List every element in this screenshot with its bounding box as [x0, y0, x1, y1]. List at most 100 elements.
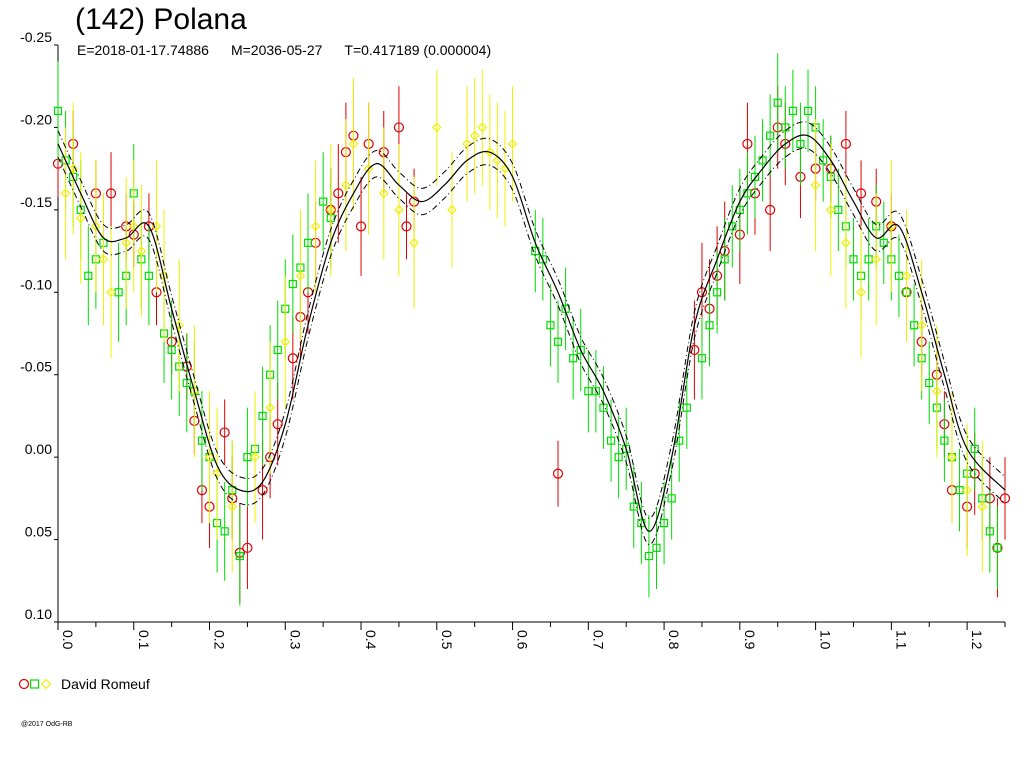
chart-title: (142) Polana: [75, 3, 247, 36]
period-label: T=0.417189 (0.000004): [344, 42, 492, 58]
model-curve: [57, 134, 1006, 532]
data-point-circle: [552, 468, 564, 479]
data-point-diamond: [68, 163, 79, 174]
data-point-circle: [105, 188, 117, 199]
legend-label: David Romeuf: [61, 676, 150, 692]
data-point-diamond: [431, 122, 442, 133]
data-point-square: [629, 502, 638, 511]
data-point-square: [235, 551, 244, 561]
data-point-diamond: [871, 254, 882, 265]
data-point-square: [985, 527, 994, 536]
data-point-square: [644, 551, 654, 561]
data-point-square: [197, 436, 207, 445]
data-point-square: [750, 172, 760, 181]
data-point-square: [319, 197, 328, 206]
data-point-diamond: [204, 452, 215, 462]
y-tick-label: -0.20: [20, 111, 52, 127]
data-point-diamond: [825, 205, 836, 215]
data-point-square: [675, 436, 684, 445]
data-point-square: [591, 387, 600, 396]
data-point-square: [940, 436, 949, 445]
data-point-square: [167, 345, 176, 355]
data-point-diamond: [962, 485, 972, 495]
data-point-diamond: [341, 180, 351, 190]
data-point-circle: [765, 204, 776, 215]
copyright-notice: @2017 OdG-RB: [21, 721, 73, 728]
data-point-square: [773, 98, 782, 107]
data-point-square: [970, 444, 979, 453]
mid-date-label: M=2036-05-27: [230, 42, 323, 58]
data-point-diamond: [931, 386, 942, 397]
x-tick-label: 0.8: [666, 630, 682, 650]
data-point-circle: [219, 427, 230, 438]
data-point-circle: [696, 287, 708, 298]
data-point-diamond: [378, 188, 389, 199]
data-point-diamond: [325, 205, 336, 215]
data-point-square: [546, 321, 555, 330]
data-point-diamond: [60, 188, 71, 199]
y-tick-label: -0.10: [20, 276, 52, 292]
data-point-square: [667, 494, 676, 503]
data-point-diamond: [507, 139, 518, 149]
data-point-circle: [393, 122, 405, 133]
x-tick-label: 0.6: [515, 630, 531, 650]
data-point-diamond: [128, 221, 139, 232]
x-tick-label: 1.0: [818, 630, 834, 650]
data-point-diamond: [447, 205, 457, 215]
data-point-diamond: [348, 139, 359, 149]
legend: David Romeuf: [17, 675, 150, 693]
data-point-square: [288, 279, 297, 289]
data-point-square: [819, 156, 828, 165]
data-point-circle: [401, 221, 412, 232]
data-point-square: [53, 106, 63, 116]
data-point-circle: [742, 138, 753, 150]
data-point-diamond: [469, 130, 480, 141]
data-point-square: [796, 139, 805, 149]
data-point-square: [258, 411, 267, 421]
x-tick-label: 0.1: [136, 630, 152, 650]
y-tick-label: 0.10: [25, 606, 52, 622]
data-point-circle: [272, 419, 283, 430]
data-point-diamond: [91, 221, 101, 232]
x-tick-label: 0.3: [287, 630, 303, 650]
epoch-label: E=2018-01-17.74886: [77, 42, 209, 58]
ephemeris-line: E=2018-01-17.74886 M=2036-05-27 T=0.417189…: [77, 42, 513, 58]
data-point-square: [879, 238, 888, 247]
data-point-square: [553, 337, 563, 346]
data-point-square: [538, 255, 547, 264]
data-point-square: [144, 271, 154, 280]
data-point-circle: [355, 221, 367, 232]
x-tick-label: 0.4: [363, 630, 379, 650]
data-point-circle: [333, 188, 344, 199]
y-tick-label: -0.25: [20, 29, 52, 45]
x-tick-label: 0.7: [590, 630, 606, 650]
data-point-diamond: [121, 237, 132, 248]
legend-markers-icon: [18, 678, 52, 690]
data-point-square: [606, 436, 616, 445]
data-point-diamond: [409, 237, 419, 248]
data-point-diamond: [856, 287, 866, 298]
data-point-circle: [242, 542, 253, 553]
data-point-square: [652, 543, 661, 552]
data-point-diamond: [250, 452, 260, 462]
x-tick-label: 1.2: [969, 630, 985, 650]
data-point-diamond: [280, 336, 291, 347]
model-curve-upper: [57, 121, 1006, 519]
data-point-square: [993, 543, 1002, 552]
data-point-square: [659, 518, 669, 528]
data-point-square: [925, 378, 934, 388]
data-point-square: [614, 453, 623, 462]
data-point-square: [758, 156, 767, 165]
data-point-diamond: [227, 501, 238, 512]
data-point-square: [720, 255, 729, 264]
data-point-diamond: [977, 501, 988, 512]
data-point-diamond: [810, 180, 821, 190]
data-point-diamond: [189, 386, 200, 397]
data-point-square: [803, 106, 813, 116]
data-point-diamond: [484, 147, 495, 158]
y-tick-label: 0.05: [25, 524, 52, 540]
data-point-diamond: [901, 270, 912, 281]
data-point-diamond: [174, 320, 185, 331]
data-point-square: [273, 345, 282, 355]
model-curve-lower: [57, 147, 1006, 545]
